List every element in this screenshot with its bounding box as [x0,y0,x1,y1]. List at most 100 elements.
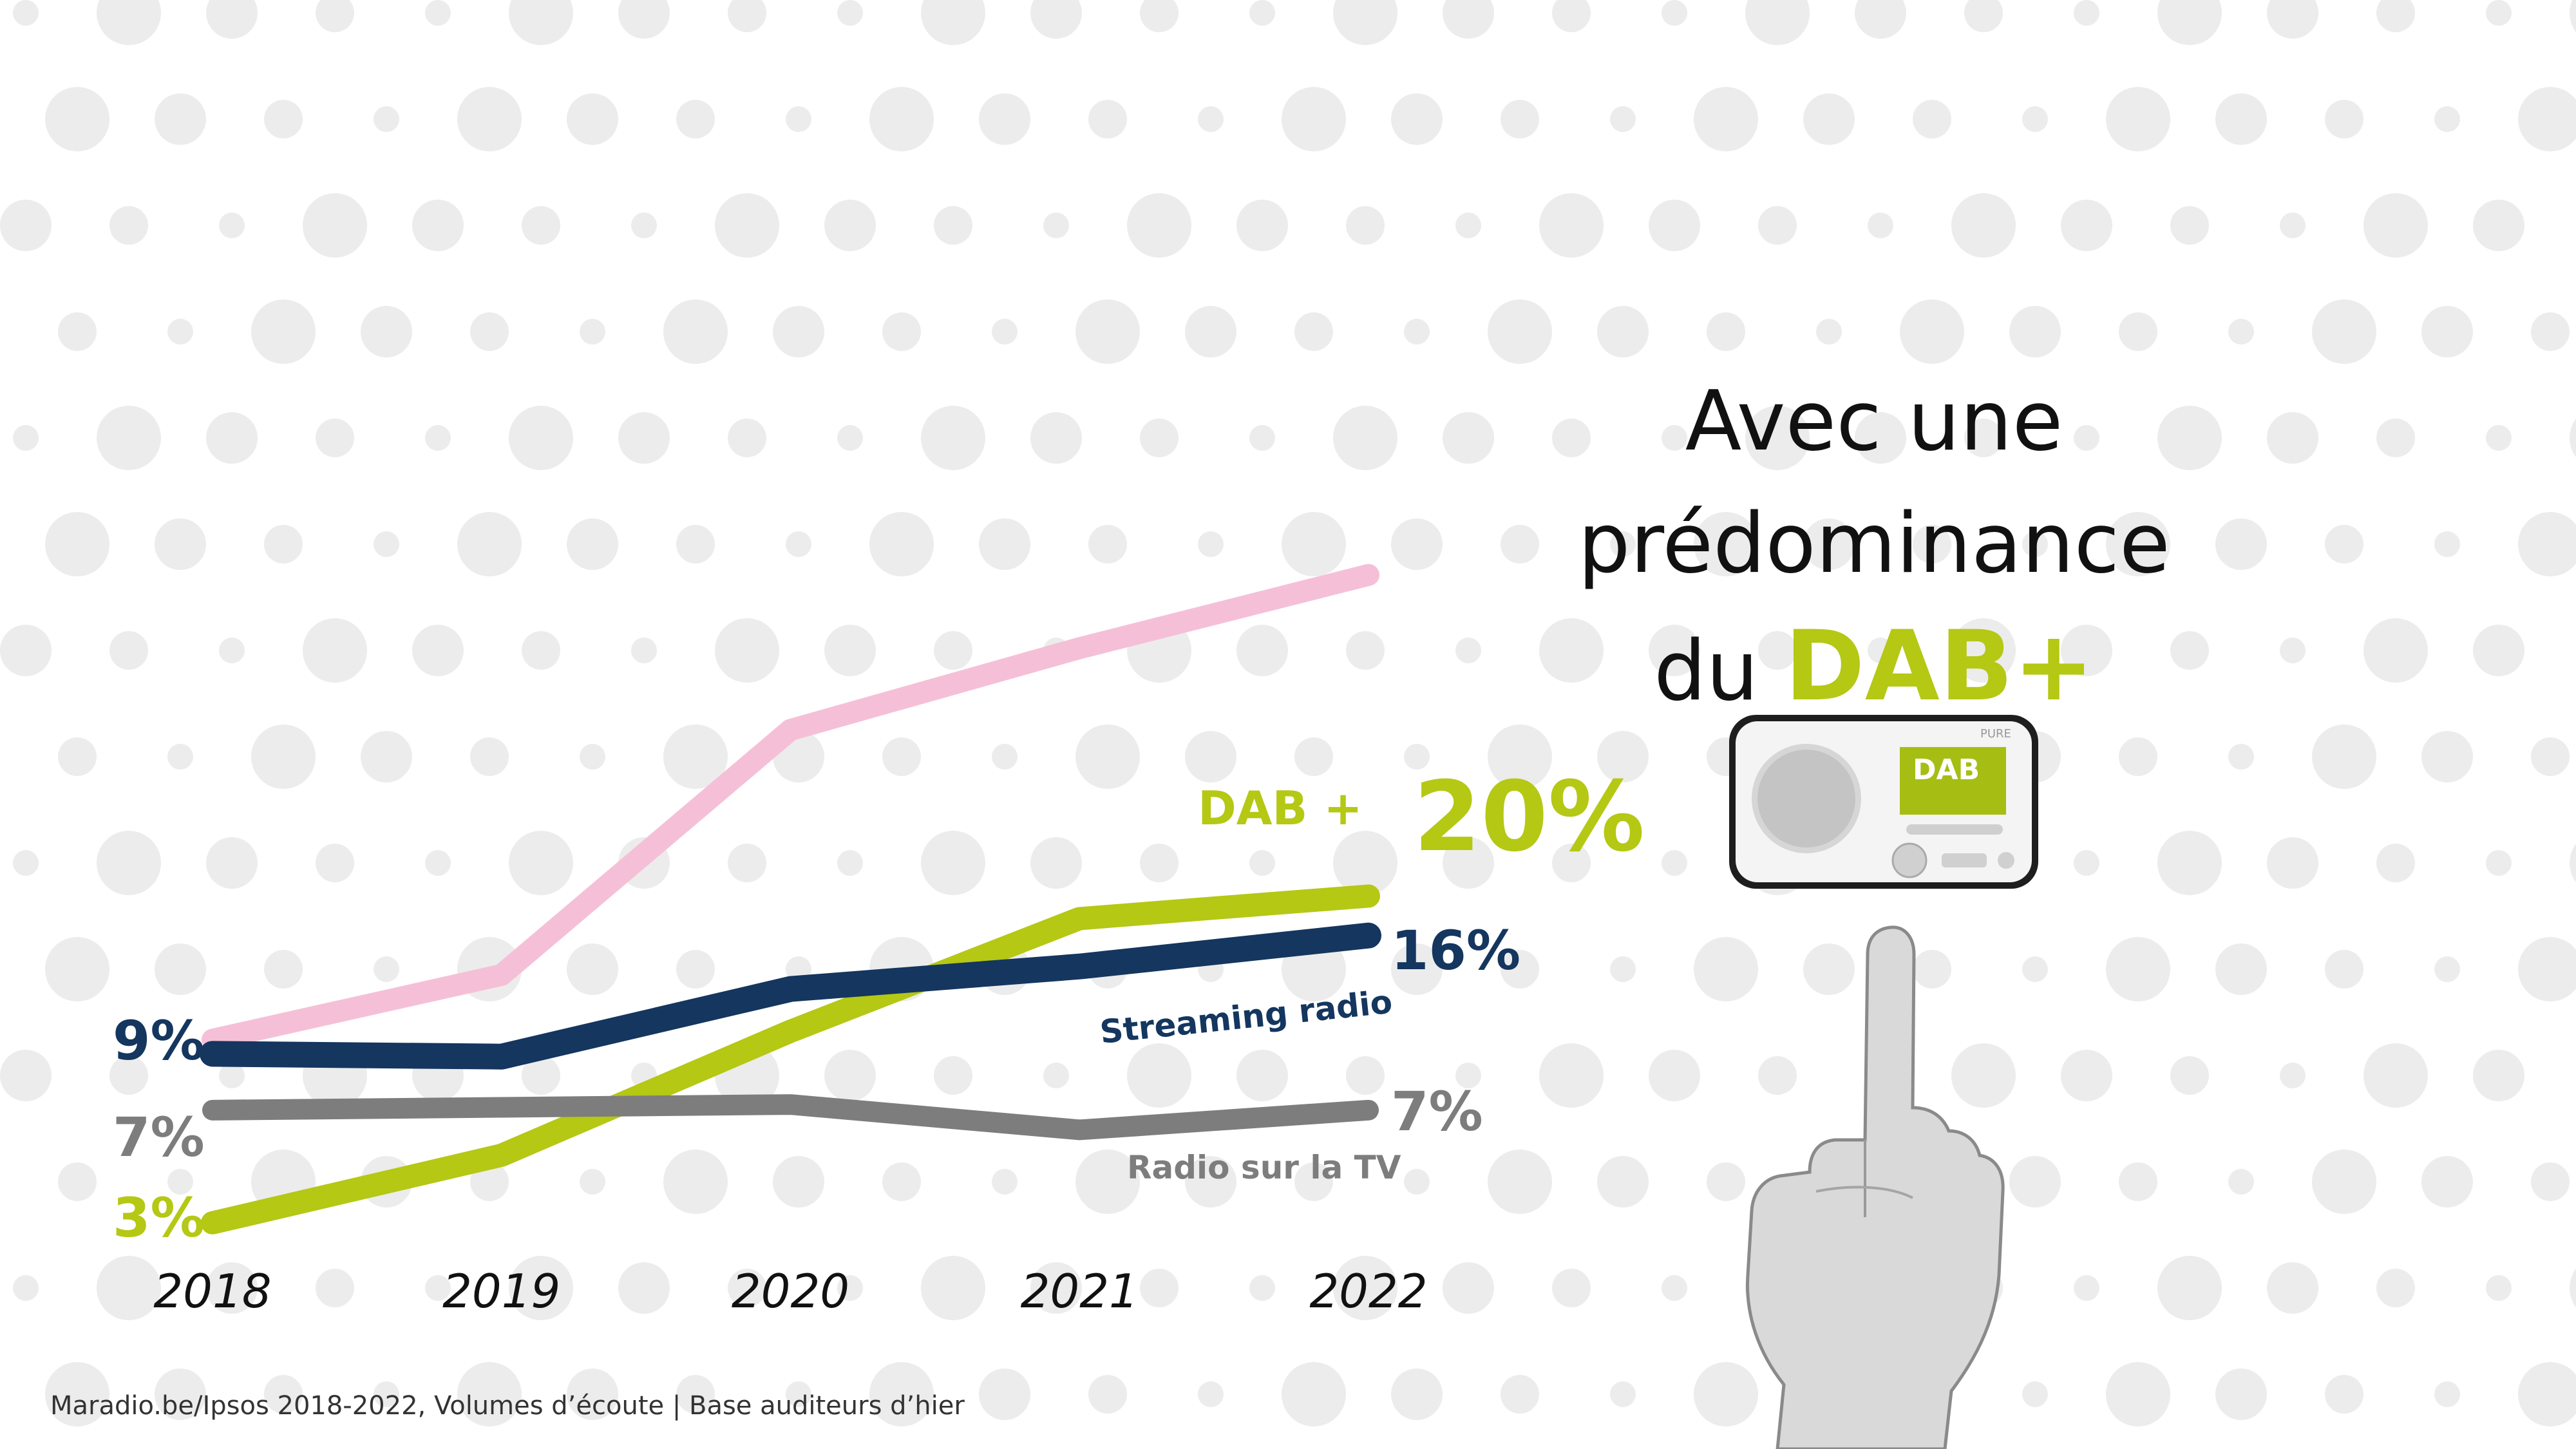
background-dot [567,93,618,145]
background-dot [316,844,354,882]
background-dot [522,1056,560,1095]
x-tick-label: 2018 [153,1264,271,1318]
background-dot [425,850,451,876]
background-dot [567,1368,618,1420]
background-dot [1140,419,1179,457]
background-dot [1391,943,1443,995]
background-dot [2531,1162,2570,1201]
background-dot [1662,1275,1687,1301]
background-dot [2157,406,2222,470]
background-dot [1803,518,1855,570]
background-dot [1404,1169,1430,1195]
background-dot [1964,0,2003,32]
background-dot [1236,1050,1288,1101]
background-dot [2312,299,2376,364]
chart-lines [200,564,1381,1235]
background-dot [934,206,972,245]
background-dot [580,1169,605,1195]
background-dot [1333,406,1397,470]
background-dot [167,744,193,770]
background-dot [1501,525,1539,564]
background-dot [1391,1368,1443,1420]
background-dot [567,518,618,570]
background-dot [2022,106,2048,132]
background-dot [155,518,206,570]
background-dot [1443,412,1494,464]
background-dot [1501,950,1539,989]
background-dot [676,1375,715,1414]
background-dot [316,0,354,32]
background-dot [2376,0,2415,32]
background-dot [1043,1063,1069,1088]
background-dot [663,299,728,364]
x-tick-label: 2022 [1309,1264,1427,1318]
streaming-series-name: Streaming radio [1098,983,1394,1051]
background-dot [2363,193,2428,258]
background-dot [155,943,206,995]
dab-series-name: DAB + [1198,781,1363,835]
background-dot [374,1381,399,1407]
background-dot [2570,419,2576,457]
background-dot [374,531,399,557]
background-dot [1455,638,1481,663]
background-dot [1455,213,1481,238]
background-dot [992,744,1018,770]
background-dot [2157,831,2222,895]
background-dot [2228,319,2254,345]
background-dot [2280,638,2306,663]
x-tick-label: 2020 [732,1264,849,1318]
background-dot [2280,1063,2306,1088]
headline: Avec une prédominance du DAB+ [1468,361,2280,733]
background-dot [1198,106,1224,132]
background-dot [1597,731,1649,782]
dab-start-label: 3% [113,1186,205,1249]
background-dot [1075,299,1140,364]
x-tick-label: 2019 [442,1264,560,1318]
background-dot [1140,1269,1179,1307]
tv-series-name: Radio sur la TV [1127,1149,1401,1186]
background-dot [167,1169,193,1195]
background-dot [1294,1162,1333,1201]
background-dot [457,87,522,151]
background-dot [361,731,412,782]
background-dot [580,744,605,770]
background-dot [773,306,824,357]
background-dot [1552,1269,1591,1307]
background-dot [303,618,367,683]
background-dot [979,1368,1030,1420]
background-dot [786,106,811,132]
background-dot [728,0,766,32]
background-dot [567,943,618,995]
background-dot [2421,1156,2473,1208]
background-dot [1855,412,1906,464]
background-dot [1140,844,1179,882]
background-dot [2518,1362,2576,1426]
streaming-end-label: 16% [1391,919,1520,982]
background-dot [618,0,670,39]
background-dot [1443,837,1494,889]
background-dot [1610,106,1636,132]
background-dot [2106,87,2170,151]
background-dot [1803,93,1855,145]
background-dot [2106,512,2170,576]
background-dot [1185,731,1236,782]
background-dot [979,518,1030,570]
background-dot [1282,87,1346,151]
background-dot [109,1056,148,1095]
background-dot [1539,1043,1604,1108]
background-dot [869,512,934,576]
background-dot [1185,306,1236,357]
background-dot [1185,1156,1236,1208]
background-dot [2434,956,2460,982]
background-dot [728,419,766,457]
radio-brand: PURE [1980,727,2011,741]
background-dot [251,299,316,364]
background-dot [1249,0,1275,26]
background-dot [412,625,464,676]
background-dot [522,206,560,245]
background-dot [2157,1256,2222,1320]
background-dot [786,531,811,557]
background-dot [2022,956,2048,982]
background-dot [2009,306,2061,357]
